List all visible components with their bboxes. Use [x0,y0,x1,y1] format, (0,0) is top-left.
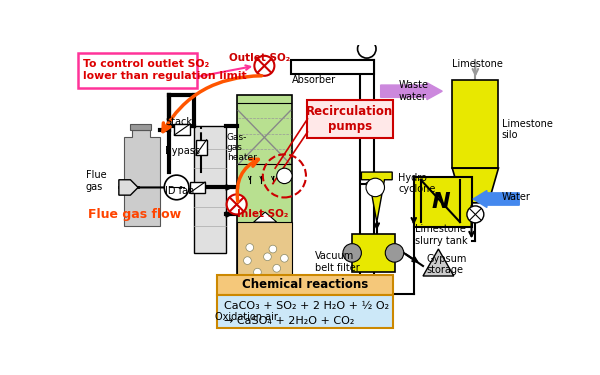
Circle shape [269,245,277,253]
Circle shape [227,194,247,214]
Polygon shape [119,180,138,195]
Polygon shape [124,130,160,226]
Circle shape [252,283,277,308]
Text: Chemical reactions: Chemical reactions [242,278,368,291]
Bar [190,182,205,193]
Text: Flue
gas: Flue gas [86,171,106,192]
Circle shape [467,206,484,223]
Circle shape [343,244,361,262]
Circle shape [273,264,281,272]
Bar [352,234,395,272]
Text: Limestone: Limestone [452,59,503,69]
Text: Oxidation air: Oxidation air [215,312,278,322]
Polygon shape [361,172,392,222]
Circle shape [358,40,376,58]
Text: Flue gas flow: Flue gas flow [88,208,181,221]
Bar [130,123,151,130]
Text: ID fan: ID fan [165,186,194,196]
Bar [194,126,226,253]
Circle shape [263,253,271,261]
Bar [217,295,393,328]
FancyBboxPatch shape [307,100,393,138]
Circle shape [254,268,262,276]
Text: Inlet SO₂: Inlet SO₂ [238,209,289,219]
Circle shape [244,257,251,264]
Text: Gas-
gas
heater: Gas- gas heater [227,132,257,162]
Bar [236,222,292,284]
Circle shape [366,178,385,197]
Text: Limestone
slurry tank: Limestone slurry tank [415,224,468,246]
Text: Water: Water [502,192,530,202]
Bar [174,124,190,135]
Bar [290,293,374,307]
Circle shape [246,244,254,251]
Bar [196,140,206,155]
Text: CaCO₃ + SO₂ + 2 H₂O + ½ O₂: CaCO₃ + SO₂ + 2 H₂O + ½ O₂ [224,301,389,311]
Text: To control outlet SO₂
lower than regulation limit: To control outlet SO₂ lower than regulat… [83,60,247,81]
Circle shape [277,168,292,184]
Text: → CaSO₄ + 2H₂O + CO₂: → CaSO₄ + 2H₂O + CO₂ [224,316,354,326]
Text: Absorber: Absorber [292,75,336,85]
Bar [414,177,472,228]
Bar [360,60,374,307]
Text: Gypsum
storage: Gypsum storage [427,254,467,275]
Polygon shape [423,249,454,276]
FancyBboxPatch shape [78,53,197,88]
Bar [290,60,374,74]
Text: Stack: Stack [165,117,192,127]
Text: Waste
water: Waste water [398,80,428,102]
Bar [452,80,499,168]
Text: N: N [431,192,450,212]
Text: Limestone
silo: Limestone silo [502,119,553,141]
Text: Bypass: Bypass [165,146,200,156]
Circle shape [281,255,288,262]
Circle shape [254,56,274,76]
Polygon shape [452,168,499,203]
Text: Vacuum
belt filter: Vacuum belt filter [315,251,360,273]
Circle shape [385,244,404,262]
Bar [217,274,393,295]
FancyArrow shape [380,83,442,100]
Text: Hydro
cyclone: Hydro cyclone [398,173,436,194]
Polygon shape [254,212,277,222]
Text: Recirculation
pumps: Recirculation pumps [306,105,394,133]
FancyArrow shape [473,190,519,207]
Bar [236,95,292,284]
Circle shape [164,175,189,200]
Text: Outlet SO₂: Outlet SO₂ [229,53,290,63]
